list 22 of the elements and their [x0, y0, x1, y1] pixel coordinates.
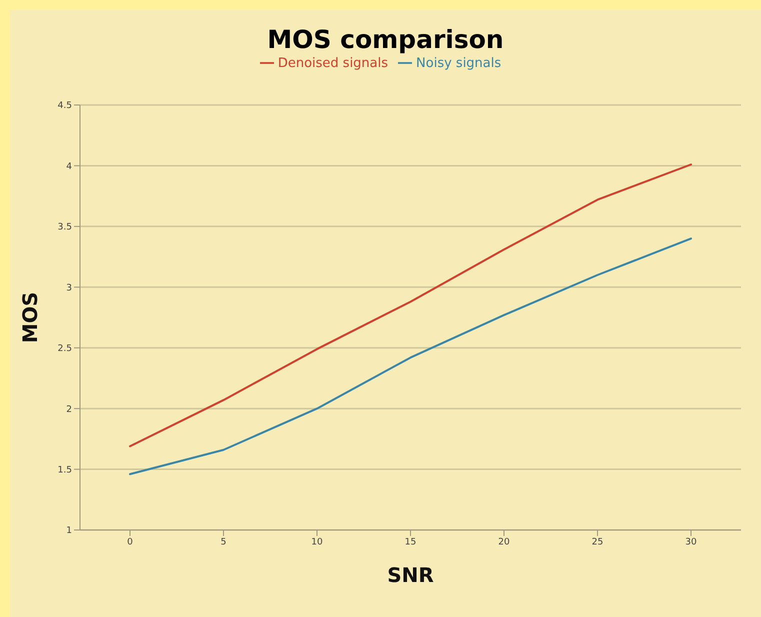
legend-label: Noisy signals: [416, 56, 502, 71]
legend-label: Denoised signals: [278, 56, 388, 71]
y-tick-label: 1: [66, 526, 72, 536]
x-tick-label: 10: [311, 537, 323, 548]
y-tick-label: 3.5: [58, 222, 72, 233]
y-tick-label: 2: [66, 404, 72, 415]
line-series: [129, 238, 692, 476]
y-axis-title: MOS: [18, 292, 42, 344]
x-tick-label: 30: [685, 537, 697, 548]
x-tick-label: 25: [592, 537, 604, 548]
y-tick-label: 4: [66, 162, 72, 172]
line-series: [129, 164, 692, 448]
x-axis-title: SNR: [387, 563, 434, 587]
x-tick-label: 5: [220, 537, 226, 548]
chart-title: MOS comparison: [266, 25, 505, 54]
y-tick-label: 4.5: [58, 101, 72, 112]
y-tick-label: 1.5: [58, 465, 72, 476]
x-tick-label: 20: [498, 537, 510, 548]
x-tick-label: 15: [404, 537, 416, 548]
y-tick-label: 2.5: [58, 344, 72, 354]
y-tick-label: 3: [66, 283, 72, 294]
x-tick-label: 0: [127, 537, 134, 548]
